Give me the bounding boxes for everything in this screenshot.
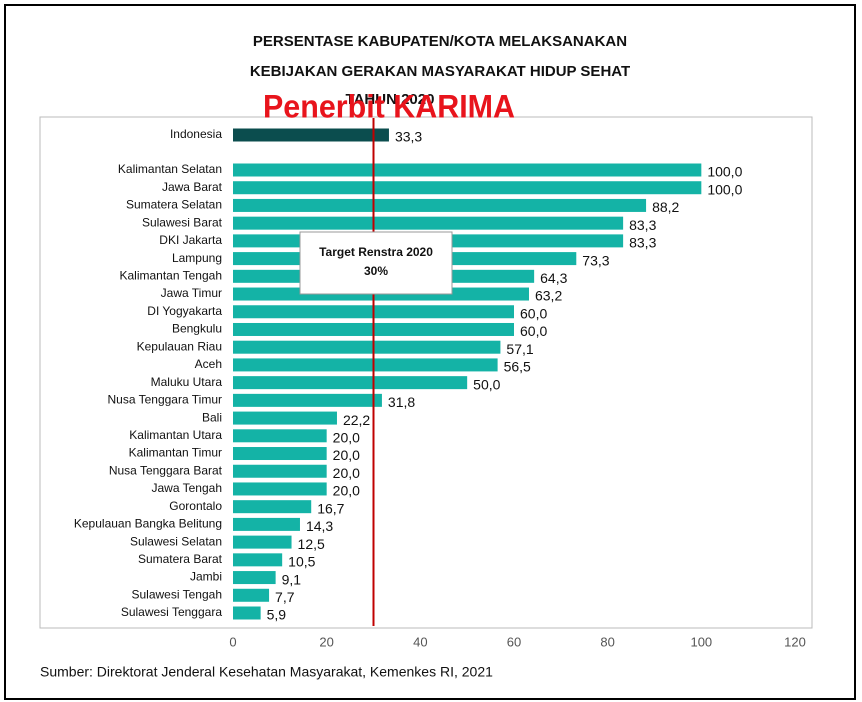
chart-title: PERSENTASE KABUPATEN/KOTA MELAKSANAKAN — [253, 33, 627, 50]
value-label: 20,0 — [333, 465, 360, 481]
value-label: 63,2 — [535, 288, 562, 304]
value-label: 9,1 — [282, 571, 302, 587]
bar — [233, 429, 327, 443]
bar — [233, 163, 702, 177]
category-label: Maluku Utara — [151, 375, 223, 389]
category-label: DKI Jakarta — [159, 233, 222, 247]
x-tick-label: 100 — [690, 634, 712, 649]
bar — [233, 128, 389, 142]
x-tick-label: 20 — [319, 634, 333, 649]
category-label: Jawa Timur — [161, 286, 222, 300]
x-tick-label: 60 — [507, 634, 521, 649]
value-label: 7,7 — [275, 589, 295, 605]
value-label: 60,0 — [520, 305, 547, 321]
value-label: 20,0 — [333, 430, 360, 446]
category-label: Kepulauan Riau — [137, 339, 222, 353]
value-label: 73,3 — [582, 252, 609, 268]
x-tick-label: 40 — [413, 634, 427, 649]
category-label: Jawa Tengah — [152, 481, 223, 495]
category-label: Sulawesi Selatan — [130, 534, 222, 548]
category-label: Nusa Tenggara Barat — [109, 463, 223, 477]
value-label: 5,9 — [267, 607, 287, 623]
value-label: 64,3 — [540, 270, 567, 286]
value-label: 57,1 — [506, 341, 533, 357]
value-label: 20,0 — [333, 483, 360, 499]
value-label: 100,0 — [707, 164, 742, 180]
category-label: Jambi — [190, 570, 222, 584]
value-label: 31,8 — [388, 394, 415, 410]
category-label: Jawa Barat — [162, 180, 223, 194]
category-label: Sumatera Barat — [138, 552, 223, 566]
chart-title: KEBIJAKAN GERAKAN MASYARAKAT HIDUP SEHAT — [250, 63, 630, 80]
category-label: Kalimantan Selatan — [118, 162, 222, 176]
bar — [233, 340, 501, 354]
value-label: 22,2 — [343, 412, 370, 428]
value-label: 50,0 — [473, 376, 500, 392]
value-label: 14,3 — [306, 518, 333, 534]
target-label: 30% — [364, 264, 388, 278]
bar — [233, 517, 300, 531]
category-label: Indonesia — [170, 127, 222, 141]
value-label: 60,0 — [520, 323, 547, 339]
bar — [233, 358, 498, 372]
watermark: Penerbit KARIMA — [263, 88, 515, 124]
target-box — [299, 231, 453, 295]
bar — [233, 216, 624, 230]
bar — [233, 500, 312, 514]
bar — [233, 198, 647, 212]
category-label: Kepulauan Bangka Belitung — [74, 517, 222, 531]
bar — [233, 464, 327, 478]
bar — [233, 411, 337, 425]
category-label: Nusa Tenggara Timur — [107, 393, 222, 407]
value-label: 56,5 — [504, 359, 531, 375]
bar — [233, 606, 261, 620]
category-label: Sulawesi Tengah — [131, 587, 222, 601]
plot-frame — [39, 116, 813, 629]
x-tick-label: 80 — [600, 634, 614, 649]
bar — [233, 376, 468, 390]
chart-title: TAHUN 2020 — [346, 91, 435, 108]
value-label: 33,3 — [395, 129, 422, 145]
category-label: Kalimantan Timur — [129, 446, 222, 460]
value-label: 20,0 — [333, 447, 360, 463]
category-label: Gorontalo — [169, 499, 222, 513]
value-label: 83,3 — [629, 235, 656, 251]
category-label: Kalimantan Utara — [129, 428, 222, 442]
category-label: DI Yogyakarta — [147, 304, 222, 318]
x-tick-label: 120 — [784, 634, 806, 649]
category-label: Sulawesi Barat — [142, 215, 223, 229]
value-label: 12,5 — [298, 536, 325, 552]
value-label: 83,3 — [629, 217, 656, 233]
category-label: Kalimantan Tengah — [119, 268, 222, 282]
value-label: 16,7 — [317, 500, 344, 516]
category-label: Bali — [202, 410, 222, 424]
bar — [233, 447, 327, 461]
category-label: Sulawesi Tenggara — [121, 605, 223, 619]
bar — [233, 393, 382, 407]
bar — [233, 553, 283, 567]
value-label: 100,0 — [707, 181, 742, 197]
category-label: Bengkulu — [172, 322, 222, 336]
source-note: Sumber: Direktorat Jenderal Kesehatan Ma… — [40, 664, 493, 680]
category-label: Aceh — [195, 357, 222, 371]
category-label: Lampung — [172, 251, 222, 265]
x-tick-label: 0 — [229, 634, 236, 649]
bar — [233, 482, 327, 496]
category-label: Sumatera Selatan — [126, 198, 222, 212]
frame — [4, 4, 856, 700]
value-label: 88,2 — [652, 199, 679, 215]
bar — [233, 535, 292, 549]
bar — [233, 571, 276, 585]
target-name: Target Renstra 2020 — [319, 245, 433, 259]
value-label: 10,5 — [288, 554, 315, 570]
bar — [233, 181, 702, 195]
bar — [233, 588, 270, 602]
